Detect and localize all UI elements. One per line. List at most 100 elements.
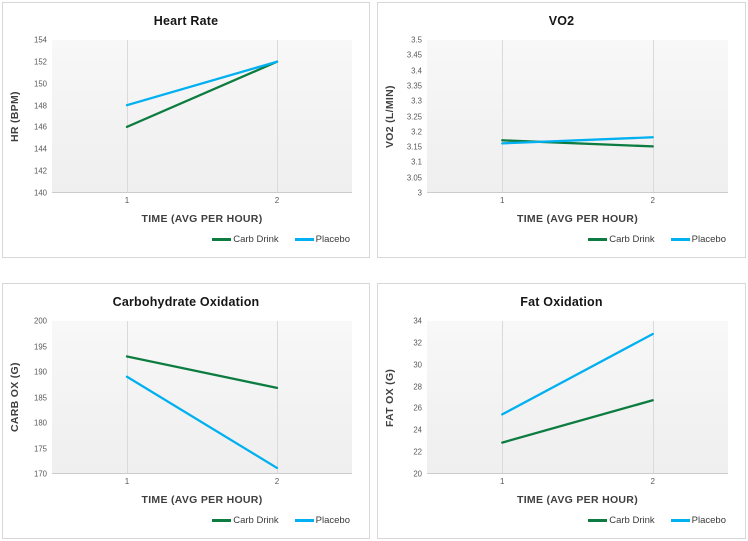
y-axis-tick-labels: 3.5 3.45 3.4 3.35 3.3 3.25 3.2 3.15 3.1 3.05 3	[397, 36, 427, 198]
y-axis-tick-labels: 200 195 190 185 180 175 170	[22, 317, 52, 479]
y-tick-label: 34	[413, 316, 422, 326]
plot-area	[52, 321, 352, 474]
series-line-placebo	[127, 377, 277, 468]
chart-panel-carbohydrate-oxidation: Carbohydrate Oxidation CARB OX (G) 200 19…	[2, 283, 370, 539]
chart-title: VO2	[548, 14, 575, 28]
legend-item: Carb Drink	[212, 515, 279, 526]
legend-label: Carb Drink	[233, 234, 279, 245]
x-tick-label: 1	[124, 196, 130, 205]
y-axis-title: VO2 (L/MIN)	[384, 85, 396, 148]
legend-label: Placebo	[315, 234, 350, 245]
y-tick-label: 3.45	[406, 50, 422, 60]
series-lines	[427, 321, 728, 473]
y-tick-label: 3.2	[411, 127, 422, 137]
y-tick-label: 140	[33, 188, 47, 198]
series-lines	[427, 40, 728, 192]
y-tick-label: 146	[33, 122, 47, 132]
legend-item: Placebo	[294, 234, 350, 245]
y-tick-label: 22	[413, 447, 422, 457]
y-tick-label: 150	[33, 79, 47, 89]
plot-area	[427, 321, 728, 474]
legend-item: Placebo	[670, 234, 726, 245]
legend-label: Placebo	[691, 515, 726, 526]
legend-line-swatch	[670, 519, 690, 522]
x-tick-label: 1	[124, 477, 130, 486]
legend-label: Placebo	[315, 515, 350, 526]
legend-item: Placebo	[294, 515, 350, 526]
y-tick-label: 30	[413, 360, 422, 370]
y-tick-label: 180	[33, 418, 47, 428]
x-axis-title: TIME (AVG PER HOUR)	[141, 494, 263, 506]
chart-panel-heart-rate: Heart Rate HR (BPM) 154 152 150 148 146 144 14…	[2, 2, 370, 258]
y-tick-label: 3.35	[406, 81, 422, 91]
x-tick-label: 2	[650, 196, 655, 205]
vertical-gridline	[277, 321, 278, 473]
y-tick-label: 142	[33, 166, 47, 176]
y-tick-label: 26	[413, 403, 422, 413]
legend: Carb Drink Placebo	[9, 230, 363, 249]
y-axis-title: CARB OX (G)	[9, 362, 21, 433]
chart-title: Fat Oxidation	[520, 295, 603, 309]
y-tick-label: 3	[417, 188, 422, 198]
y-tick-label: 3.1	[411, 157, 422, 167]
y-tick-label: 28	[413, 382, 422, 392]
chart-panel-vo2: VO2 VO2 (L/MIN) 3.5 3.45 3.4 3.35 3.3 3.25 3.2…	[377, 2, 746, 258]
y-tick-label: 144	[33, 144, 47, 154]
x-axis-title: TIME (AVG PER HOUR)	[141, 213, 263, 225]
series-line-carb-drink	[127, 62, 277, 127]
legend-item: Carb Drink	[588, 234, 655, 245]
series-line-carb-drink	[502, 400, 653, 442]
chart-body: VO2 (L/MIN) 3.5 3.45 3.4 3.35 3.3 3.25 3.2 3.15…	[384, 31, 739, 249]
y-tick-label: 3.05	[406, 173, 422, 183]
series-lines	[52, 40, 352, 192]
x-tick-label: 1	[500, 196, 505, 205]
y-tick-label: 32	[413, 338, 422, 348]
chart-title: Heart Rate	[153, 14, 219, 28]
legend-line-swatch	[212, 519, 232, 522]
y-axis-title: FAT OX (G)	[384, 368, 396, 427]
plot-area	[427, 40, 728, 193]
y-tick-label: 3.5	[411, 35, 422, 45]
legend: Carb Drink Placebo	[384, 230, 739, 249]
y-tick-label: 3.3	[411, 96, 422, 106]
y-tick-label: 3.25	[406, 112, 422, 121]
plot-area	[52, 40, 352, 193]
legend-line-swatch	[294, 238, 314, 241]
legend-item: Carb Drink	[212, 234, 279, 245]
y-axis-title: HR (BPM)	[9, 91, 21, 142]
y-tick-label: 154	[33, 35, 47, 45]
y-tick-label: 3.4	[411, 66, 422, 76]
series-line-placebo	[502, 334, 653, 414]
legend-line-swatch	[588, 238, 608, 241]
legend-label: Placebo	[691, 234, 726, 245]
y-tick-label: 148	[33, 101, 47, 111]
x-tick-label: 2	[274, 196, 280, 205]
legend-line-swatch	[294, 519, 314, 522]
y-tick-label: 152	[33, 57, 47, 67]
series-line-placebo	[127, 62, 277, 105]
legend-label: Carb Drink	[609, 515, 655, 526]
legend-line-swatch	[670, 238, 690, 241]
x-axis-title: TIME (AVG PER HOUR)	[516, 213, 638, 225]
y-tick-label: 190	[33, 367, 47, 377]
y-axis-tick-labels: 154 152 150 148 146 144 142 140	[22, 36, 52, 198]
vertical-gridline	[127, 40, 128, 192]
y-tick-label: 3.15	[406, 142, 422, 152]
vertical-gridline	[652, 40, 654, 192]
legend: Carb Drink Placebo	[384, 511, 739, 530]
vertical-gridline	[277, 40, 278, 192]
y-tick-label: 20	[413, 469, 422, 479]
x-tick-label: 1	[500, 477, 505, 486]
chart-panel-fat-oxidation: Fat Oxidation FAT OX (G) 34 32 30 28 26 24 22 2…	[377, 283, 746, 539]
y-tick-label: 170	[33, 469, 47, 479]
series-line-placebo	[502, 137, 653, 143]
legend-line-swatch	[212, 238, 232, 241]
legend-line-swatch	[588, 519, 608, 522]
vertical-gridline	[502, 40, 504, 192]
x-axis-title: TIME (AVG PER HOUR)	[516, 494, 638, 506]
